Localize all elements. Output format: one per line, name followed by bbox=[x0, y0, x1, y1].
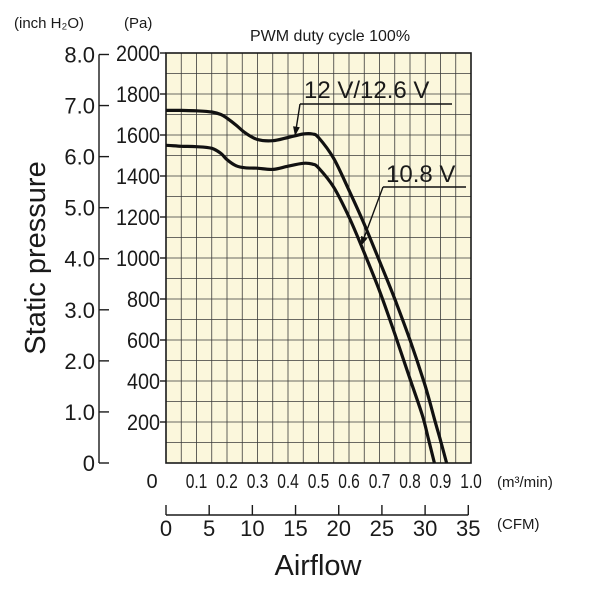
y-tick-label-pa: 1800 bbox=[116, 82, 160, 107]
series-labels: 12 V/12.6 V 10.8 V bbox=[293, 77, 466, 247]
y-tick-label-pa: 2000 bbox=[116, 41, 160, 66]
cfm-tick-label: 35 bbox=[456, 516, 480, 541]
x-tick-label: 0.6 bbox=[338, 471, 360, 493]
y-tick-label-pa: 400 bbox=[127, 369, 160, 394]
cfm-tick-label: 30 bbox=[413, 516, 437, 541]
series-line-2 bbox=[165, 143, 436, 464]
y-tick-label-pa: 200 bbox=[127, 410, 160, 435]
x-unit-primary: (m³/min) bbox=[497, 474, 553, 491]
series-group bbox=[165, 108, 449, 464]
y-axis-label: Static pressure bbox=[20, 161, 52, 354]
x-tick-label: 0.4 bbox=[277, 471, 299, 493]
series-label-12v-arrowhead bbox=[293, 126, 300, 136]
x-tick-label: 0.8 bbox=[399, 471, 421, 493]
series-label-10v-arrowhead bbox=[361, 236, 368, 246]
x-tick-label: 0.1 bbox=[186, 471, 208, 493]
series-label-10v: 10.8 V bbox=[386, 161, 455, 188]
cfm-tick-label: 10 bbox=[240, 516, 264, 541]
y-unit-pa: (Pa) bbox=[124, 15, 152, 32]
x-unit-secondary: (CFM) bbox=[497, 516, 539, 533]
chart-title: PWM duty cycle 100% bbox=[250, 28, 410, 45]
cfm-tick-label: 20 bbox=[326, 516, 350, 541]
y-tick-label-inch: 2.0 bbox=[64, 349, 95, 374]
series-label-12v: 12 V/12.6 V bbox=[304, 77, 429, 104]
series-label-10v-leader bbox=[360, 186, 384, 247]
x-axis-label: Airflow bbox=[274, 550, 362, 582]
y-tick-label-pa: 1400 bbox=[116, 164, 160, 189]
x-tick-label: 0.5 bbox=[308, 471, 330, 493]
y-tick-label-inch: 5.0 bbox=[64, 196, 95, 221]
x-tick-label: 0 bbox=[146, 471, 157, 493]
y-tick-label-inch: 0 bbox=[83, 451, 95, 476]
grid-lines bbox=[166, 53, 471, 463]
cfm-tick-label: 0 bbox=[160, 516, 172, 541]
x-tick-label: 1.0 bbox=[460, 471, 482, 493]
x-tick-label: 0.9 bbox=[430, 471, 452, 493]
x-tick-label: 0.7 bbox=[369, 471, 391, 493]
axes: 01.02.03.04.05.06.07.08.0200400600800100… bbox=[64, 41, 481, 541]
y-tick-label-inch: 3.0 bbox=[64, 298, 95, 323]
y-tick-label-inch: 7.0 bbox=[64, 94, 95, 119]
cfm-tick-label: 5 bbox=[203, 516, 215, 541]
y-tick-label-inch: 4.0 bbox=[64, 247, 95, 272]
y-tick-label-inch: 8.0 bbox=[64, 42, 95, 67]
y-unit-inch: (inch H₂O) bbox=[14, 15, 84, 32]
y-tick-label-pa: 800 bbox=[127, 287, 160, 312]
y-tick-label-pa: 1200 bbox=[116, 205, 160, 230]
series-line-1 bbox=[165, 108, 449, 464]
x-tick-label: 0.2 bbox=[216, 471, 238, 493]
y-tick-label-pa: 1000 bbox=[116, 246, 160, 271]
cfm-tick-label: 25 bbox=[370, 516, 394, 541]
y-tick-label-inch: 1.0 bbox=[64, 400, 95, 425]
y-tick-label-pa: 1600 bbox=[116, 123, 160, 148]
y-tick-label-inch: 6.0 bbox=[64, 145, 95, 170]
cfm-tick-label: 15 bbox=[283, 516, 307, 541]
x-tick-label: 0.3 bbox=[247, 471, 269, 493]
y-tick-label-pa: 600 bbox=[127, 328, 160, 353]
